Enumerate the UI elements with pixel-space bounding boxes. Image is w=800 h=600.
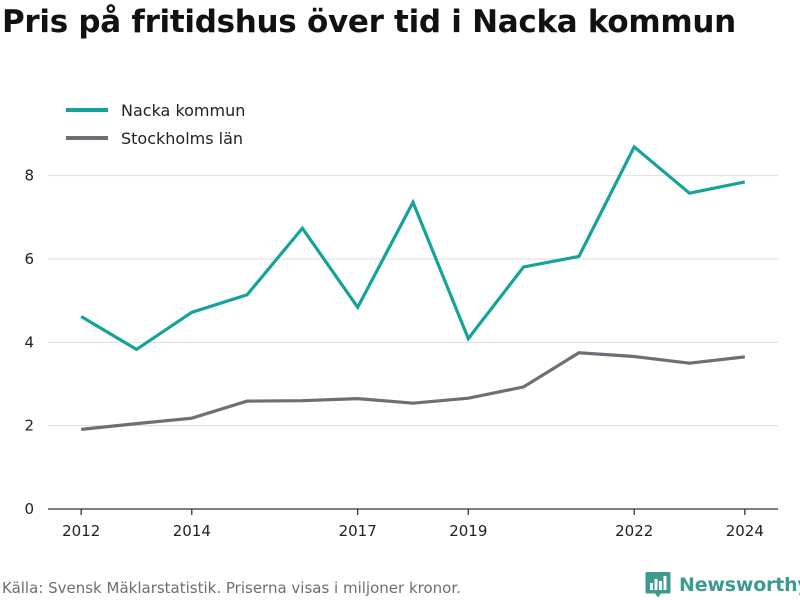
gridlines bbox=[48, 175, 778, 510]
legend-label: Nacka kommun bbox=[121, 101, 245, 120]
source-note: Källa: Svensk Mäklarstatistik. Priserna … bbox=[2, 579, 461, 597]
brand-name: Newsworthy bbox=[679, 574, 800, 596]
bar-chart-logo-icon bbox=[645, 572, 671, 598]
series-line bbox=[81, 351, 745, 431]
y-tick-label: 2 bbox=[24, 417, 34, 435]
x-tick-label: 2017 bbox=[339, 522, 377, 540]
x-tick-label: 2012 bbox=[62, 522, 100, 540]
x-axis-ticks: 2012 2014 2017 2019 2022 2024 bbox=[62, 509, 764, 540]
legend: Nacka kommun Stockholms län bbox=[66, 101, 245, 148]
y-tick-label: 0 bbox=[24, 500, 34, 518]
y-tick-label: 4 bbox=[24, 333, 34, 351]
chart-title: Pris på fritidshus över tid i Nacka komm… bbox=[2, 4, 736, 40]
y-axis-ticks: 0 2 4 6 8 bbox=[24, 167, 34, 518]
y-tick-label: 6 bbox=[24, 250, 34, 268]
x-tick-label: 2024 bbox=[726, 522, 764, 540]
x-tick-label: 2019 bbox=[449, 522, 487, 540]
series-line bbox=[80, 144, 746, 352]
y-tick-label: 8 bbox=[24, 167, 34, 185]
legend-label: Stockholms län bbox=[121, 129, 243, 148]
x-tick-label: 2014 bbox=[173, 522, 211, 540]
x-tick-label: 2022 bbox=[615, 522, 653, 540]
series-lines bbox=[80, 144, 746, 431]
brand-logo[interactable]: Newsworthy bbox=[645, 570, 800, 600]
